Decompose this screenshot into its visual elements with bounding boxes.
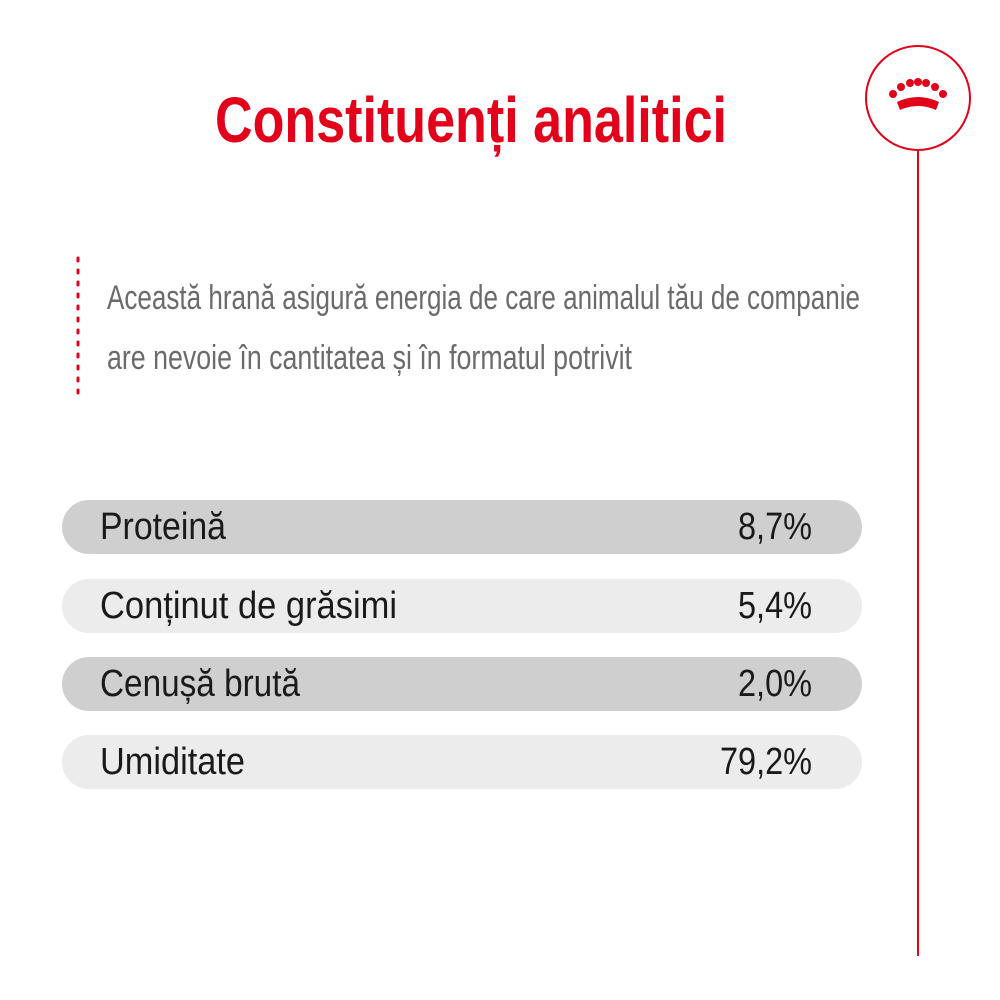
row-label: Cenușă brută — [100, 663, 301, 705]
description-line: Această hrană asigură energia de care an… — [107, 279, 860, 317]
row-value: 5,4% — [738, 585, 812, 627]
table-row — [62, 657, 862, 711]
table-row — [62, 500, 862, 554]
description-line: are nevoie în cantitatea și în formatul … — [107, 339, 632, 377]
table-row — [62, 579, 862, 633]
table: Proteină 8,7% Conținut de grăsimi 5,4% Cenuș… — [62, 500, 862, 789]
row-label: Umiditate — [100, 741, 245, 783]
crown-icon — [889, 78, 947, 110]
row-label: Conținut de grăsimi — [100, 585, 397, 627]
title: Constituenți analitici — [215, 84, 727, 157]
row-value: 79,2% — [720, 741, 812, 783]
row-label: Proteină — [100, 506, 227, 548]
table-row — [62, 735, 862, 789]
row-value: 8,7% — [738, 506, 812, 548]
row-value: 2,0% — [738, 663, 812, 705]
